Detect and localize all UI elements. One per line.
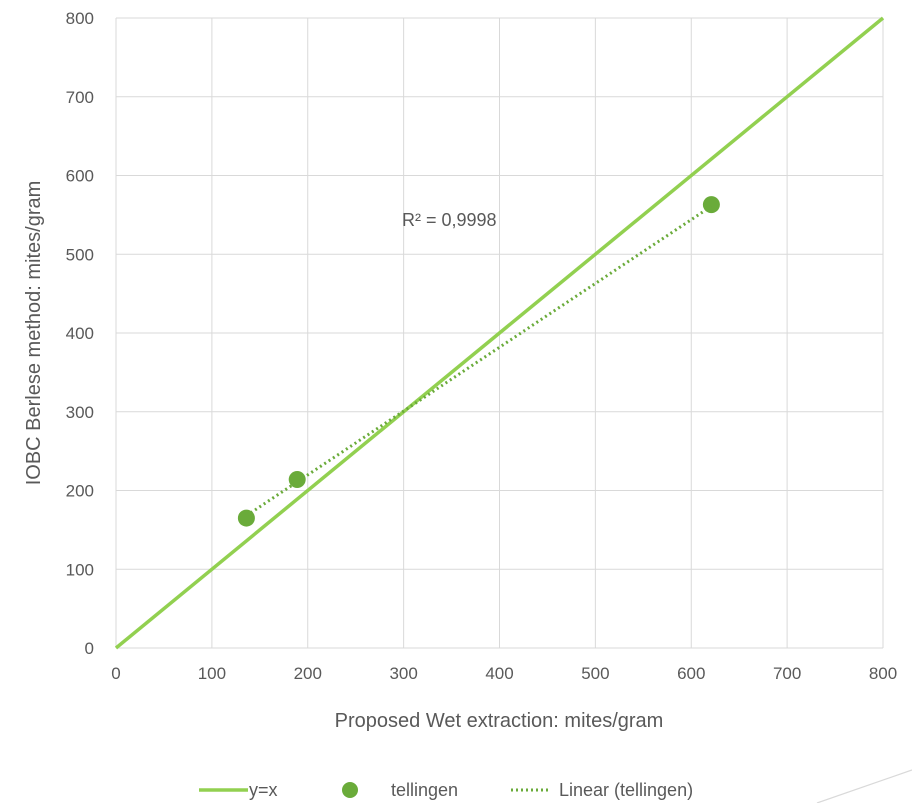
y-tick-label: 0 [85, 639, 94, 658]
x-tick-label: 300 [389, 664, 417, 683]
x-tick-label: 500 [581, 664, 609, 683]
x-axis-title: Proposed Wet extraction: mites/gram [335, 710, 664, 732]
series-line-linear-tellingen [245, 204, 713, 517]
y-tick-label: 200 [66, 482, 94, 501]
x-tick-label: 400 [485, 664, 513, 683]
series-layer [114, 16, 885, 650]
x-tick-label: 600 [677, 664, 705, 683]
data-point-tellingen [237, 509, 255, 527]
y-tick-label: 700 [66, 88, 94, 107]
y-tick-label: 600 [66, 167, 94, 186]
x-tick-label: 200 [294, 664, 322, 683]
y-axis-ticks: 0 100 200 300 400 500 600 700 800 [66, 9, 94, 658]
legend: y=x tellingen Linear (tellingen) [199, 780, 693, 800]
legend-label-y-equals-x: y=x [249, 780, 278, 800]
legend-swatch-tellingen [342, 782, 358, 798]
y-tick-label: 800 [66, 9, 94, 28]
series-line-y-x [114, 16, 885, 650]
y-tick-label: 500 [66, 245, 94, 264]
legend-label-tellingen: tellingen [391, 780, 458, 800]
y-tick-label: 100 [66, 560, 94, 579]
x-axis-ticks: 0 100 200 300 400 500 600 700 800 [111, 664, 897, 683]
y-tick-label: 300 [66, 403, 94, 422]
x-tick-label: 800 [869, 664, 897, 683]
decorative-corner-line [816, 769, 912, 803]
y-tick-label: 400 [66, 324, 94, 343]
y-axis-title: IOBC Berlese method: mites/gram [23, 181, 45, 486]
data-point-tellingen [288, 470, 306, 488]
r-squared-annotation: R² = 0,9998 [402, 210, 497, 230]
data-point-tellingen [702, 196, 720, 214]
x-tick-label: 700 [773, 664, 801, 683]
legend-label-linear-tellingen: Linear (tellingen) [559, 780, 693, 800]
x-tick-label: 0 [111, 664, 120, 683]
x-tick-label: 100 [198, 664, 226, 683]
